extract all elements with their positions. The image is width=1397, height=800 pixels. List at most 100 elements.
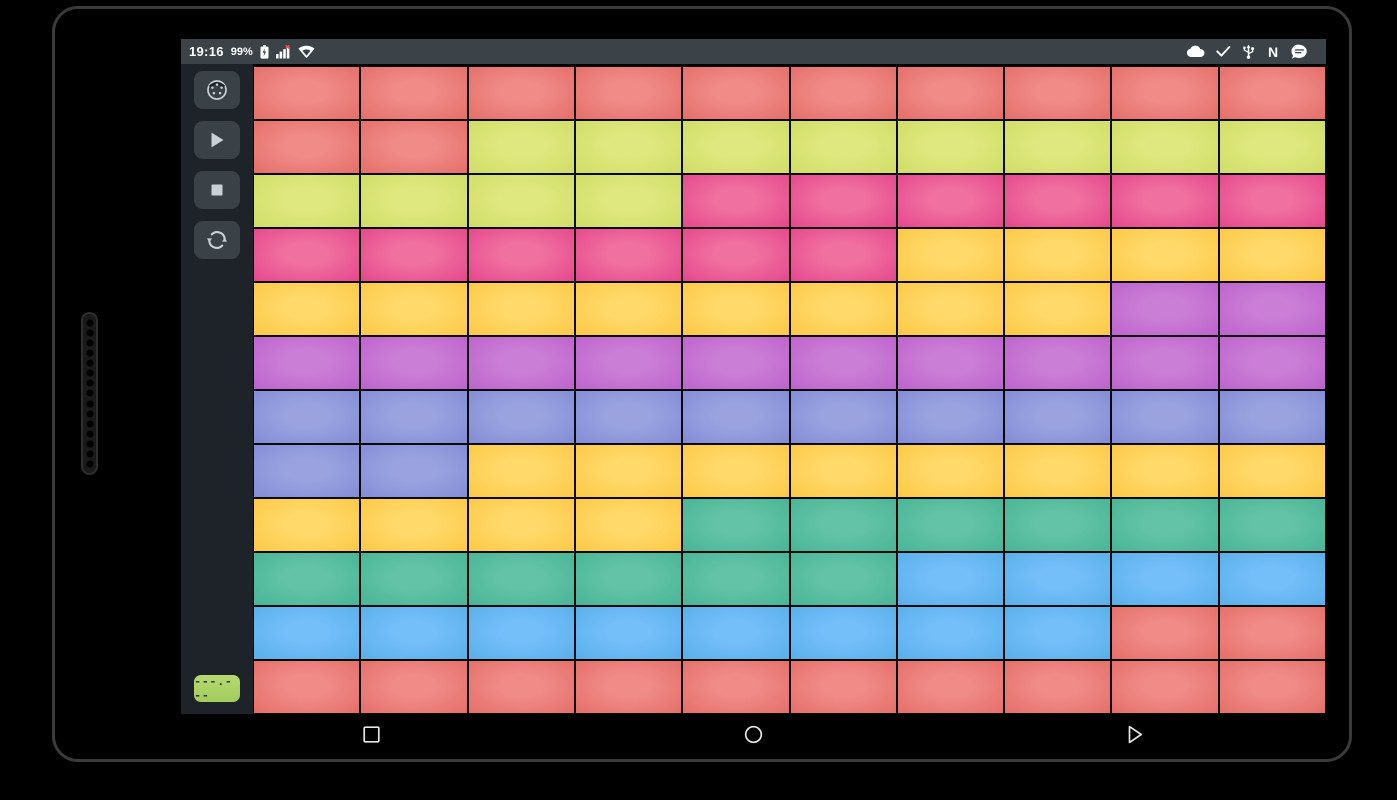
pad-cell[interactable]: [467, 66, 575, 120]
pad-cell[interactable]: [467, 120, 575, 174]
pad-cell[interactable]: [574, 498, 683, 552]
pad-cell[interactable]: [896, 390, 1005, 444]
back-button[interactable]: [944, 724, 1326, 745]
pad-cell[interactable]: [896, 282, 1005, 336]
pad-cell[interactable]: [1111, 228, 1219, 282]
pad-cell[interactable]: [789, 174, 897, 228]
pad-cell[interactable]: [574, 174, 683, 228]
pad-cell[interactable]: [253, 336, 361, 390]
pad-cell[interactable]: [1218, 444, 1326, 498]
pad-cell[interactable]: [1004, 444, 1112, 498]
pad-cell[interactable]: [467, 444, 575, 498]
pad-cell[interactable]: [467, 336, 575, 390]
pad-cell[interactable]: [467, 174, 575, 228]
pad-cell[interactable]: [1111, 120, 1219, 174]
pad-cell[interactable]: [1111, 498, 1219, 552]
pad-cell[interactable]: [896, 228, 1005, 282]
pad-cell[interactable]: [789, 282, 897, 336]
pad-cell[interactable]: [896, 336, 1005, 390]
pad-cell[interactable]: [789, 444, 897, 498]
pad-cell[interactable]: [360, 336, 468, 390]
pad-cell[interactable]: [789, 660, 897, 714]
pad-cell[interactable]: [896, 606, 1005, 660]
pad-cell[interactable]: [1004, 390, 1112, 444]
pad-cell[interactable]: [896, 174, 1005, 228]
pad-cell[interactable]: [789, 120, 897, 174]
pad-cell[interactable]: [1218, 390, 1326, 444]
pad-grid[interactable]: [253, 64, 1326, 714]
pad-cell[interactable]: [360, 66, 468, 120]
pad-cell[interactable]: [360, 660, 468, 714]
pad-cell[interactable]: [253, 552, 361, 606]
pad-cell[interactable]: [1111, 444, 1219, 498]
pad-cell[interactable]: [253, 498, 361, 552]
pad-cell[interactable]: [467, 552, 575, 606]
pad-cell[interactable]: [253, 228, 361, 282]
pad-cell[interactable]: [360, 444, 468, 498]
pad-cell[interactable]: [1004, 66, 1112, 120]
pad-cell[interactable]: [1218, 66, 1326, 120]
pad-cell[interactable]: [253, 282, 361, 336]
pad-cell[interactable]: [1218, 552, 1326, 606]
pad-cell[interactable]: [1218, 282, 1326, 336]
pad-cell[interactable]: [1218, 498, 1326, 552]
pad-cell[interactable]: [1111, 552, 1219, 606]
pad-cell[interactable]: [574, 390, 683, 444]
pad-cell[interactable]: [253, 390, 361, 444]
pad-cell[interactable]: [1111, 336, 1219, 390]
pad-cell[interactable]: [253, 120, 361, 174]
pad-cell[interactable]: [574, 228, 683, 282]
pad-cell[interactable]: [896, 552, 1005, 606]
recents-button[interactable]: [181, 725, 563, 744]
pad-cell[interactable]: [1111, 606, 1219, 660]
pad-cell[interactable]: [789, 552, 897, 606]
pad-cell[interactable]: [253, 606, 361, 660]
pad-cell[interactable]: [467, 282, 575, 336]
pad-cell[interactable]: [682, 282, 790, 336]
pad-cell[interactable]: [360, 120, 468, 174]
pad-cell[interactable]: [1218, 336, 1326, 390]
pad-cell[interactable]: [1004, 174, 1112, 228]
pad-cell[interactable]: [467, 228, 575, 282]
pad-cell[interactable]: [253, 66, 361, 120]
pad-cell[interactable]: [253, 444, 361, 498]
pad-cell[interactable]: [1004, 606, 1112, 660]
pad-cell[interactable]: [360, 606, 468, 660]
pad-cell[interactable]: [360, 552, 468, 606]
pad-cell[interactable]: [1004, 660, 1112, 714]
pad-cell[interactable]: [360, 228, 468, 282]
pad-cell[interactable]: [682, 120, 790, 174]
pad-cell[interactable]: [467, 390, 575, 444]
pad-cell[interactable]: [682, 336, 790, 390]
pad-cell[interactable]: [574, 336, 683, 390]
pad-cell[interactable]: [789, 606, 897, 660]
pad-cell[interactable]: [896, 66, 1005, 120]
pad-cell[interactable]: [682, 606, 790, 660]
pad-cell[interactable]: [789, 336, 897, 390]
tempo-badge[interactable]: ---.---: [194, 675, 240, 703]
pad-cell[interactable]: [789, 498, 897, 552]
home-button[interactable]: [563, 724, 945, 745]
pad-cell[interactable]: [1111, 390, 1219, 444]
pad-cell[interactable]: [682, 660, 790, 714]
pad-cell[interactable]: [896, 444, 1005, 498]
pad-cell[interactable]: [682, 552, 790, 606]
pad-cell[interactable]: [1218, 120, 1326, 174]
pad-cell[interactable]: [574, 660, 683, 714]
pad-cell[interactable]: [682, 444, 790, 498]
sync-button[interactable]: [194, 221, 240, 259]
pad-cell[interactable]: [574, 444, 683, 498]
pad-cell[interactable]: [1218, 174, 1326, 228]
pad-cell[interactable]: [1218, 228, 1326, 282]
midi-din-button[interactable]: [194, 71, 240, 109]
pad-cell[interactable]: [789, 228, 897, 282]
pad-cell[interactable]: [574, 552, 683, 606]
pad-cell[interactable]: [1004, 120, 1112, 174]
pad-cell[interactable]: [360, 390, 468, 444]
pad-cell[interactable]: [467, 498, 575, 552]
pad-cell[interactable]: [1111, 660, 1219, 714]
pad-cell[interactable]: [789, 66, 897, 120]
pad-cell[interactable]: [1218, 660, 1326, 714]
stop-button[interactable]: [194, 171, 240, 209]
pad-cell[interactable]: [1111, 282, 1219, 336]
